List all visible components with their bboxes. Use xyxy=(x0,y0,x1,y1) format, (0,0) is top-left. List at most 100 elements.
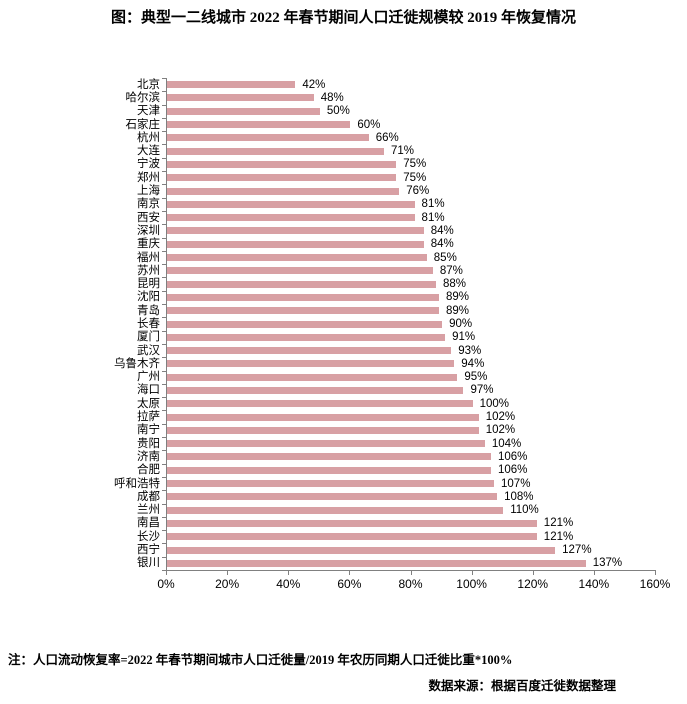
y-axis-tick xyxy=(162,450,166,452)
bar xyxy=(167,227,424,235)
category-label: 昆明 xyxy=(137,278,160,291)
y-axis-tick xyxy=(162,317,166,319)
category-label: 沈阳 xyxy=(137,291,160,304)
category-label: 长沙 xyxy=(137,530,160,543)
category-label: 福州 xyxy=(137,251,160,264)
y-axis-tick xyxy=(162,437,166,439)
value-label: 110% xyxy=(510,504,539,517)
value-label: 42% xyxy=(302,78,326,91)
value-label: 84% xyxy=(430,224,454,237)
category-label: 济南 xyxy=(137,450,160,463)
value-label: 89% xyxy=(446,304,470,317)
y-axis-tick xyxy=(162,543,166,545)
value-label: 75% xyxy=(403,171,427,184)
y-axis-tick xyxy=(162,210,166,212)
value-label: 137% xyxy=(592,557,623,570)
value-label: 108% xyxy=(504,490,534,503)
y-axis-tick xyxy=(162,264,166,266)
y-axis-tick xyxy=(162,117,166,119)
category-label: 拉萨 xyxy=(137,411,160,424)
category-label: 兰州 xyxy=(137,504,160,517)
category-label: 太原 xyxy=(137,397,160,410)
bar xyxy=(167,386,464,394)
y-axis-tick xyxy=(162,370,166,372)
value-label: 121% xyxy=(543,530,574,543)
data-source: 数据来源：根据百度迁徙数据整理 xyxy=(428,679,616,693)
category-label: 天津 xyxy=(137,105,160,118)
value-label: 102% xyxy=(485,411,516,424)
y-axis-tick xyxy=(162,171,166,173)
category-label: 银川 xyxy=(137,557,160,570)
category-label: 石家庄 xyxy=(125,118,161,131)
value-label: 100% xyxy=(479,397,510,410)
value-label: 127% xyxy=(562,544,592,557)
bar xyxy=(167,546,556,554)
y-axis-tick xyxy=(162,197,166,199)
bar xyxy=(167,493,498,501)
value-label: 94% xyxy=(461,357,485,370)
value-label: 85% xyxy=(433,251,457,264)
x-axis-tick-label: 140% xyxy=(578,577,610,591)
category-label: 长春 xyxy=(137,318,160,330)
y-axis-tick xyxy=(162,357,166,359)
value-label: 87% xyxy=(439,264,463,277)
y-axis-tick xyxy=(162,343,166,345)
value-label: 71% xyxy=(390,145,415,158)
bar xyxy=(167,307,439,315)
category-label: 北京 xyxy=(137,78,160,91)
y-axis-tick xyxy=(162,516,166,518)
category-label: 西宁 xyxy=(137,544,160,557)
category-label: 合肥 xyxy=(137,464,160,477)
y-axis-tick xyxy=(162,290,166,292)
category-label: 成都 xyxy=(137,490,160,503)
x-axis-tick xyxy=(471,570,473,575)
bar xyxy=(167,81,296,89)
category-label: 呼和浩特 xyxy=(114,477,160,490)
value-label: 75% xyxy=(403,158,427,171)
bar xyxy=(167,187,400,195)
y-axis-tick xyxy=(162,423,166,425)
bar xyxy=(167,107,320,115)
x-axis-tick-label: 160% xyxy=(639,577,671,591)
value-label: 50% xyxy=(326,105,350,118)
category-label: 深圳 xyxy=(137,224,160,237)
bar xyxy=(167,480,495,488)
bar xyxy=(167,147,384,155)
bar xyxy=(167,200,415,208)
bar xyxy=(167,533,537,541)
value-label: 104% xyxy=(491,437,522,450)
bar xyxy=(167,280,436,288)
bar xyxy=(167,426,479,434)
category-label: 乌鲁木齐 xyxy=(114,357,160,370)
category-label: 青岛 xyxy=(137,304,160,317)
category-label: 南京 xyxy=(137,198,160,211)
y-axis-tick xyxy=(162,570,166,571)
bar xyxy=(167,347,452,355)
value-label: 97% xyxy=(470,384,494,397)
category-label: 宁波 xyxy=(137,158,160,171)
category-label: 哈尔滨 xyxy=(125,91,161,104)
category-label: 大连 xyxy=(137,145,160,158)
bar xyxy=(167,134,369,142)
y-axis-tick xyxy=(162,397,166,399)
x-axis-tick xyxy=(227,570,229,575)
bar xyxy=(167,519,537,527)
value-label: 121% xyxy=(543,517,574,530)
value-label: 107% xyxy=(501,477,531,490)
x-axis-tick-label: 100% xyxy=(456,577,487,591)
value-label: 106% xyxy=(497,464,528,477)
y-axis-tick xyxy=(162,157,166,159)
category-label: 贵阳 xyxy=(137,437,160,450)
y-axis-tick xyxy=(162,91,166,93)
x-axis-tick xyxy=(288,570,290,575)
bar xyxy=(167,373,458,381)
category-label: 西安 xyxy=(137,211,160,224)
y-axis-tick xyxy=(162,410,166,412)
bar xyxy=(167,453,491,461)
x-axis-tick-label: 20% xyxy=(215,577,240,591)
value-label: 95% xyxy=(464,371,488,384)
y-axis-tick xyxy=(162,250,166,252)
x-axis-tick xyxy=(410,570,412,575)
x-axis-tick-label: 40% xyxy=(276,577,301,591)
bar xyxy=(167,240,424,248)
